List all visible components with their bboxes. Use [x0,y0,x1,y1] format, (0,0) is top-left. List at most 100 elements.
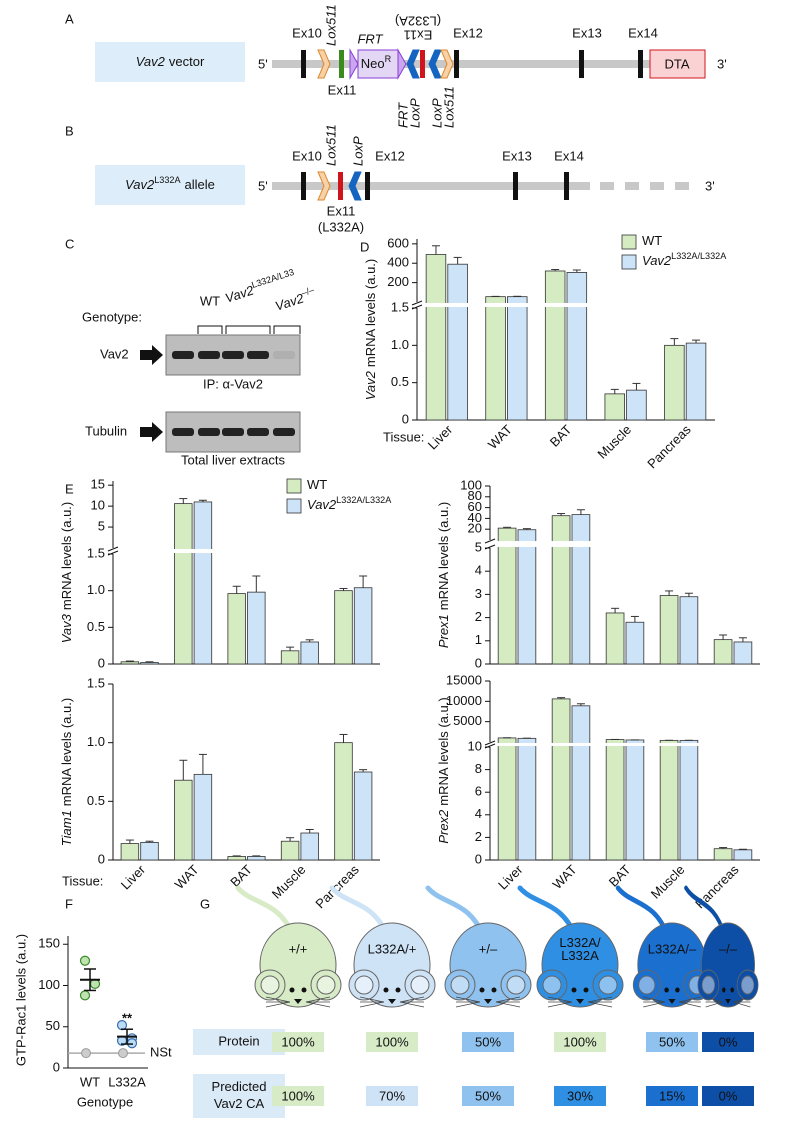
mouse-ear-inner [506,975,526,995]
blot-caption: IP: α-Vav2 [203,376,263,391]
legend-label: WT [642,233,662,248]
exon [638,50,643,78]
x-axis-label: Tissue: [62,873,103,888]
table-cell [272,1086,324,1106]
y-tick-label: 50 [46,1018,60,1033]
lox-site [428,49,442,79]
x-tick-label: Liver [118,861,149,892]
bar [174,503,193,665]
bar [625,739,645,861]
five-prime: 5' [258,178,268,193]
mouse [684,885,759,1008]
mouse-ear-inner [410,975,430,995]
mouse-ear-inner [316,975,336,995]
mouse-eye [395,987,401,993]
exon-label: Ex11 [328,82,357,97]
bracket [273,325,301,334]
table-cell [462,1086,514,1106]
table-cell [702,1032,754,1052]
mouse-ear-inner [638,975,656,995]
axis-break [482,541,762,547]
mouse-ear [310,969,342,1001]
table-cell [646,1032,698,1052]
mouse-ear-inner [354,975,374,995]
nst-point [118,1048,128,1059]
x-tick-label: WAT [485,422,515,452]
table-cell-text: 50% [475,1088,501,1103]
legend-swatch [621,234,637,250]
table-cell [554,1032,606,1052]
mouse-whisker [705,1001,723,1008]
site-label: Lox511 [441,86,456,128]
backbone-dash [675,182,689,190]
text-part: WT [642,233,662,248]
mouse-ear-inner [701,975,716,995]
y-tick-label: 100 [38,977,60,992]
mouse-eye [491,987,497,993]
exon-label: Ex11 [327,203,356,218]
mutation-label: (L332A) [318,219,364,234]
y-tick-label: 1 [475,632,482,647]
y-tick-label: 1.0 [87,582,105,597]
mouse-ear [348,969,380,1001]
exon [365,172,370,200]
y-tick-label: 0.5 [391,374,409,389]
bar [605,612,625,665]
mouse-ear [632,969,661,1001]
legend-swatch [286,498,302,514]
text-part: L332A/L332A [336,495,392,505]
mouse-eye [301,987,307,993]
bar [713,848,733,861]
frt-site [397,48,407,80]
bar [551,698,571,861]
y-tick-label: 200 [387,274,409,289]
exon [338,172,343,200]
text-part: Neo [361,56,385,71]
row-label-box [193,1074,285,1118]
text-part: Vav2 [642,253,672,268]
text-part: L332A/L332A [671,251,727,261]
y-axis-label: Vav3 mRNA levels (a.u.) [59,502,74,644]
site-label: Lox511 [323,4,338,46]
blot-band [198,428,220,436]
table-cell-text: 0% [719,1034,738,1049]
mouse [517,885,624,1008]
mouse-whisker [547,996,573,1003]
mouse-eye [730,987,734,993]
mouse-whisker [495,996,521,1003]
y-axis-label: Vav2 mRNA levels (a.u.) [363,259,378,401]
text-part: vector [169,54,205,69]
exon [301,172,306,200]
mouse-ear [536,969,568,1001]
bar [733,849,753,861]
legend-label: WT [307,477,327,492]
bar [517,529,537,665]
y-tick-label: 15000 [446,672,482,687]
mouse-whisker [679,996,701,1003]
mouse-ear-inner [542,975,562,995]
table-cell-text: 15% [659,1088,685,1103]
bar [571,514,591,665]
mouse-nose [294,999,302,1004]
bar [300,832,319,861]
mouse-ear [404,969,436,1001]
mouse [425,885,532,1008]
table-cell [554,1086,606,1106]
mouse-ear [697,969,720,1001]
break-mark [484,538,496,544]
mouse-eye [583,987,589,993]
lox-site [348,171,362,201]
blot-band [222,428,244,436]
table-cell [366,1032,418,1052]
lox-site [406,49,420,79]
mouse-ear [592,969,624,1001]
text-part: Tiam1 [59,810,74,846]
legend-swatch [621,254,637,270]
exon-label: Ex12 [375,148,405,163]
axis-break [409,303,717,307]
mouse-ear [736,969,759,1001]
mouse-whisker [265,996,291,1003]
exon [301,50,306,78]
y-tick-label: 6 [475,784,482,799]
x-tick-label: WT [80,1074,100,1089]
